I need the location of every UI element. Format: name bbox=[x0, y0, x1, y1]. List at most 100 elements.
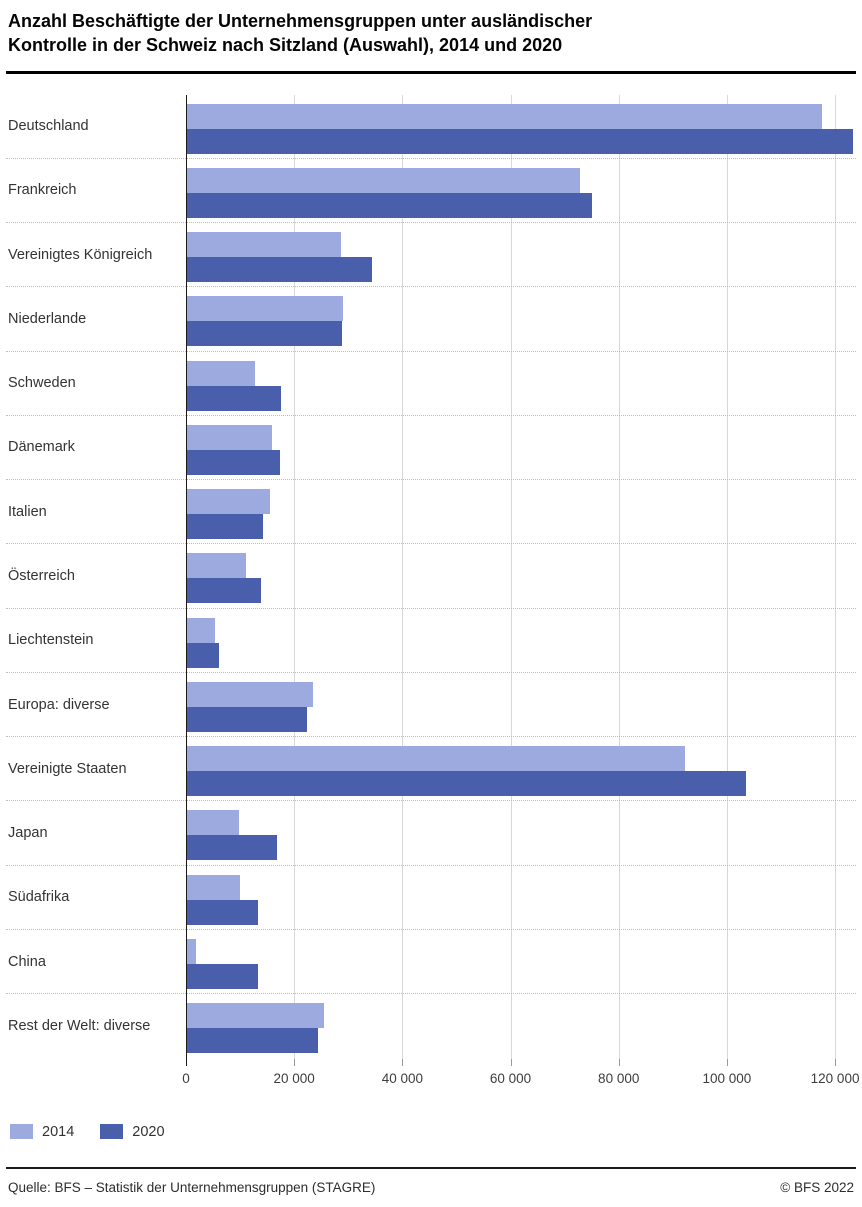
copyright-note: © BFS 2022 bbox=[780, 1179, 854, 1195]
chart-legend: 2014 2020 bbox=[6, 1124, 856, 1140]
y-axis-line bbox=[186, 94, 187, 1066]
legend-item: 2020 bbox=[100, 1123, 165, 1140]
footer-divider bbox=[6, 1166, 856, 1169]
category-label: Südafrika bbox=[8, 889, 70, 906]
bar-2014 bbox=[186, 617, 215, 643]
gridline bbox=[618, 94, 620, 1059]
bar-2014 bbox=[186, 938, 197, 964]
category-label: China bbox=[8, 953, 46, 970]
bar-2014 bbox=[186, 103, 823, 129]
bar-2014 bbox=[186, 746, 685, 772]
category-label: Deutschland bbox=[8, 118, 89, 135]
category-label: Schweden bbox=[8, 375, 76, 392]
page-title-line1: Anzahl Beschäftigte der Unternehmensgrup… bbox=[8, 11, 593, 31]
bar-2020 bbox=[186, 385, 281, 411]
gridline bbox=[294, 94, 296, 1059]
bar-2020 bbox=[186, 1028, 318, 1054]
x-axis-labels: 0 20 000 40 000 60 000 80 000 100 000 120 000 bbox=[182, 1070, 859, 1093]
axis-tick bbox=[402, 1058, 404, 1066]
axis-tick-label: 0 bbox=[182, 1070, 190, 1086]
axis-tick bbox=[618, 1058, 620, 1066]
bar-2020 bbox=[186, 257, 372, 283]
bar-2020 bbox=[186, 899, 258, 925]
row-plot bbox=[186, 737, 856, 800]
category-label: Österreich bbox=[8, 567, 75, 584]
chart-row: Liechtenstein bbox=[6, 609, 856, 673]
row-plot bbox=[186, 866, 856, 929]
axis-tick-label: 40 000 bbox=[381, 1070, 423, 1086]
bar-2020 bbox=[186, 835, 278, 861]
row-plot bbox=[186, 673, 856, 736]
legend-label: 2014 bbox=[42, 1123, 75, 1140]
legend-label: 2020 bbox=[132, 1123, 165, 1140]
category-label: Vereinigte Staaten bbox=[8, 760, 127, 777]
axis-tick bbox=[510, 1058, 512, 1066]
row-plot bbox=[186, 801, 856, 864]
bar-2020 bbox=[186, 128, 853, 154]
axis-tick-label: 120 000 bbox=[810, 1070, 860, 1086]
axis-tick-label: 20 000 bbox=[273, 1070, 315, 1086]
row-plot bbox=[186, 609, 856, 672]
chart-row: Italien bbox=[6, 480, 856, 545]
row-plot bbox=[186, 223, 856, 286]
category-label: Dänemark bbox=[8, 439, 75, 456]
category-label: Frankreich bbox=[8, 182, 77, 199]
grid-layer bbox=[186, 94, 854, 1066]
category-label: Vereinigtes Königreich bbox=[8, 246, 153, 263]
gridline bbox=[402, 94, 404, 1059]
bar-2014 bbox=[186, 874, 241, 900]
bar-2014 bbox=[186, 424, 272, 450]
bar-2014 bbox=[186, 489, 270, 515]
bar-2020 bbox=[186, 963, 258, 989]
bar-2020 bbox=[186, 706, 307, 732]
category-label: Rest der Welt: diverse bbox=[8, 1018, 151, 1035]
bar-2014 bbox=[186, 360, 255, 386]
chart-row: Vereinigtes Königreich bbox=[6, 223, 856, 288]
bar-2020 bbox=[186, 514, 264, 540]
chart-rows: Deutschland Frankreich Vereinigtes Königre… bbox=[6, 95, 856, 1059]
chart-row: Südafrika bbox=[6, 866, 856, 930]
chart-row: Schweden bbox=[6, 352, 856, 416]
gridline bbox=[510, 94, 512, 1059]
bar-2020 bbox=[186, 771, 747, 797]
bar-2014 bbox=[186, 1003, 324, 1029]
legend-item: 2014 bbox=[10, 1124, 74, 1140]
row-plot bbox=[186, 352, 856, 415]
row-plot bbox=[186, 416, 856, 479]
footer: Quelle: BFS – Statistik der Unternehmens… bbox=[6, 1169, 856, 1195]
bar-2014 bbox=[186, 296, 344, 322]
bar-2020 bbox=[186, 192, 592, 218]
bar-2014 bbox=[186, 553, 247, 579]
row-plot bbox=[186, 159, 856, 222]
bar-2014 bbox=[186, 167, 581, 193]
bar-2014 bbox=[186, 681, 314, 707]
chart-row: Niederlande bbox=[6, 287, 856, 352]
row-plot bbox=[186, 287, 856, 350]
category-label: Japan bbox=[8, 825, 48, 842]
chart-row: Rest der Welt: diverse bbox=[6, 994, 856, 1058]
axis-tick-label: 100 000 bbox=[702, 1070, 752, 1086]
row-plot bbox=[186, 480, 856, 543]
row-plot bbox=[186, 930, 856, 993]
axis-tick-label: 80 000 bbox=[598, 1070, 640, 1086]
axis-tick-label: 60 000 bbox=[489, 1070, 532, 1086]
gridline bbox=[726, 94, 728, 1059]
axis-tick bbox=[294, 1058, 296, 1066]
axis-tick bbox=[835, 1058, 837, 1066]
chart-row: Dänemark bbox=[6, 416, 856, 481]
bar-2020 bbox=[186, 449, 280, 475]
chart-row: China bbox=[6, 930, 856, 995]
row-plot bbox=[186, 994, 856, 1058]
bar-2014 bbox=[186, 810, 239, 836]
bar-2014 bbox=[186, 232, 341, 258]
row-plot bbox=[186, 95, 856, 158]
page-title-line2: Kontrolle in der Schweiz nach Sitzland (… bbox=[8, 34, 563, 55]
bar-2020 bbox=[186, 321, 342, 347]
source-note: Quelle: BFS – Statistik der Unternehmens… bbox=[8, 1179, 376, 1195]
category-label: Niederlande bbox=[8, 310, 87, 327]
chart-row: Deutschland bbox=[6, 95, 856, 159]
bar-2020 bbox=[186, 642, 219, 668]
chart-row: Österreich bbox=[6, 544, 856, 609]
category-label: Italien bbox=[8, 503, 47, 520]
